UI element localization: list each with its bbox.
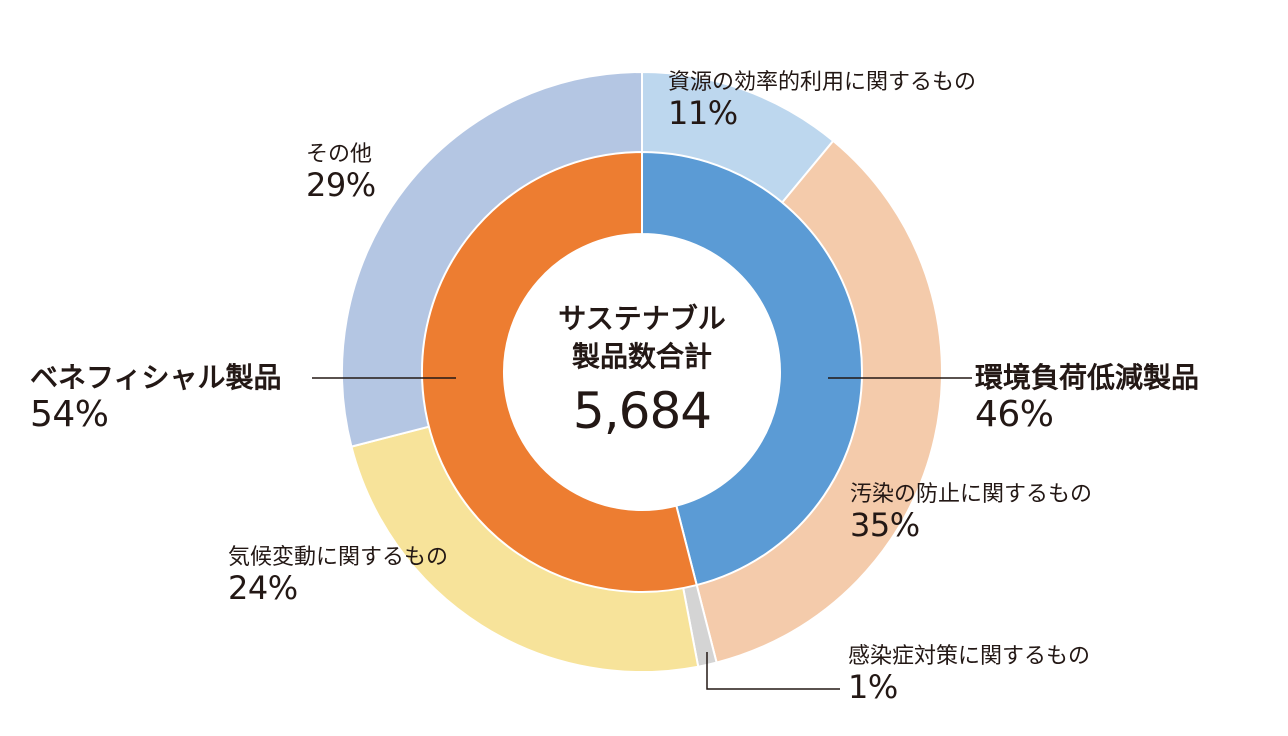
leader-line-infection <box>706 652 840 690</box>
label-other-name: その他 <box>306 142 373 167</box>
label-infection-pct: 1% <box>848 668 898 707</box>
label-other: その他 29% <box>306 142 376 204</box>
inner-slice-0 <box>641 150 863 587</box>
inner-ring <box>421 150 863 593</box>
label-benefit-products-name: ベネフィシャル製品 <box>30 361 282 394</box>
label-resource-name: 資源の効率的利用に関するもの <box>668 70 977 95</box>
label-env-products-pct: 46% <box>975 394 1054 436</box>
center-title-line1: サステナブル <box>558 302 726 335</box>
label-climate-name: 気候変動に関するもの <box>228 545 449 570</box>
label-resource-pct: 11% <box>668 94 738 133</box>
label-pollution: 汚染の防止に関するもの 35% <box>850 482 1092 544</box>
leader-lines <box>312 377 972 690</box>
label-env-products: 環境負荷低減製品 46% <box>975 361 1200 436</box>
label-benefit-products-pct: 54% <box>30 394 109 436</box>
label-infection: 感染症対策に関するもの 1% <box>848 644 1090 706</box>
label-infection-name: 感染症対策に関するもの <box>848 644 1091 669</box>
inner-slice-1 <box>421 150 698 593</box>
label-env-products-name: 環境負荷低減製品 <box>975 361 1200 394</box>
label-other-pct: 29% <box>306 166 376 205</box>
center-total-value: 5,684 <box>572 381 712 440</box>
label-climate-pct: 24% <box>228 569 298 608</box>
center-title-line2: 製品数合計 <box>571 339 712 373</box>
label-pollution-pct: 35% <box>850 506 920 545</box>
label-climate: 気候変動に関するもの 24% <box>228 545 448 607</box>
center-total: サステナブル 製品数合計 5,684 <box>522 300 762 440</box>
label-benefit-products: ベネフィシャル製品 54% <box>30 361 282 436</box>
label-resource: 資源の効率的利用に関するもの 11% <box>668 70 976 132</box>
label-pollution-name: 汚染の防止に関するもの <box>850 482 1093 507</box>
